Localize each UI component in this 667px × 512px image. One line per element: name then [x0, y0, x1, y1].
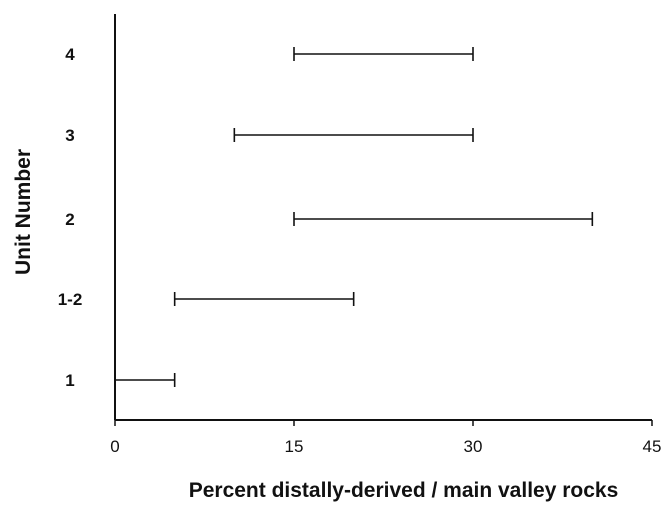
- x-axis-title: Percent distally-derived / main valley r…: [189, 479, 619, 502]
- x-tick-label: 15: [285, 437, 304, 456]
- x-tick-label: 30: [464, 437, 483, 456]
- y-tick-label: 2: [65, 210, 74, 229]
- y-ticks: 1 1-2 2 3 4: [58, 45, 83, 390]
- x-tick-label: 0: [110, 437, 119, 456]
- y-tick-label: 4: [65, 45, 75, 64]
- range-bars: [114, 47, 594, 387]
- y-tick-label: 1-2: [58, 290, 83, 309]
- y-tick-label: 1: [65, 371, 74, 390]
- y-axis-title: Unit Number: [12, 149, 35, 275]
- x-ticks: 0 15 30 45: [110, 420, 661, 456]
- range-bar-unit-2: [293, 212, 594, 226]
- x-tick-label: 45: [643, 437, 662, 456]
- y-tick-label: 3: [65, 126, 74, 145]
- range-bar-unit-1: [114, 373, 176, 387]
- range-bar-unit-3: [233, 128, 474, 142]
- range-bar-unit-1-2: [173, 292, 355, 306]
- range-bar-unit-4: [293, 47, 474, 61]
